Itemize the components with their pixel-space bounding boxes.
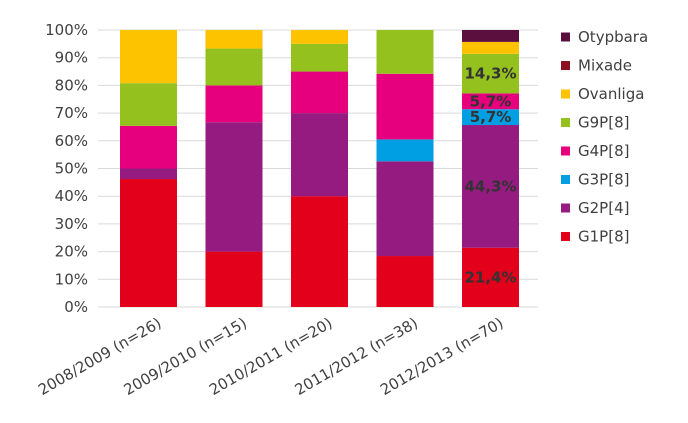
legend-swatch bbox=[561, 232, 570, 241]
y-tick-label: 60% bbox=[55, 132, 88, 150]
bar-segment bbox=[462, 30, 519, 42]
legend-label: Mixade bbox=[578, 57, 632, 75]
legend-swatch bbox=[561, 146, 570, 156]
y-tick-label: 40% bbox=[55, 187, 88, 205]
bar-segment bbox=[291, 113, 348, 197]
bar-segment bbox=[462, 53, 519, 94]
legend-swatch bbox=[561, 61, 570, 70]
legend: Otypbara Mixade Ovanliga G9P[8] G4P[8] G3P[8]… bbox=[561, 28, 648, 246]
bar-segment bbox=[291, 43, 348, 72]
legend-swatch bbox=[561, 89, 570, 99]
x-axis: 2008/2009 (n=26)2009/2010 (n=15)2010/201… bbox=[35, 314, 506, 399]
bar-segment bbox=[462, 247, 519, 307]
bar-segment bbox=[376, 30, 434, 74]
y-tick-label: 70% bbox=[55, 104, 88, 122]
data-labels: 21,4% 44,3% 5,7%5,7% 14,3% bbox=[464, 65, 516, 287]
data-label: 44,3% bbox=[464, 177, 516, 195]
bar-segment bbox=[291, 196, 348, 307]
bar-segment bbox=[120, 83, 177, 126]
bar-segment bbox=[205, 85, 263, 123]
legend-swatch bbox=[561, 118, 570, 127]
bar-segment bbox=[462, 125, 519, 248]
bar-segment bbox=[120, 179, 177, 307]
bar-segment bbox=[462, 93, 519, 110]
bar-segment bbox=[462, 41, 519, 54]
bar-segment bbox=[376, 73, 434, 140]
legend-swatch bbox=[561, 175, 570, 184]
y-tick-label: 0% bbox=[64, 298, 88, 316]
y-tick-label: 80% bbox=[55, 76, 88, 94]
bars bbox=[120, 30, 519, 307]
legend-label: G3P[8] bbox=[578, 171, 629, 189]
bar-segment bbox=[120, 168, 177, 180]
legend-label: G9P[8] bbox=[578, 114, 629, 132]
y-tick-label: 100% bbox=[45, 21, 88, 39]
bar-segment bbox=[462, 109, 519, 126]
bar-segment bbox=[205, 30, 263, 49]
data-label: 5,7% bbox=[470, 92, 512, 110]
legend-label: Ovanliga bbox=[578, 85, 644, 103]
data-label: 5,7% bbox=[470, 108, 512, 126]
bar-segment bbox=[291, 71, 348, 114]
legend-swatch bbox=[561, 32, 570, 42]
y-tick-label: 30% bbox=[55, 215, 88, 233]
bar-segment bbox=[205, 48, 263, 86]
legend-label: Otypbara bbox=[578, 28, 648, 46]
bar-segment bbox=[205, 122, 263, 252]
legend-label: G1P[8] bbox=[578, 228, 629, 246]
bar-segment bbox=[376, 256, 434, 307]
y-tick-label: 20% bbox=[55, 243, 88, 261]
bar-segment bbox=[376, 161, 434, 257]
data-label: 14,3% bbox=[464, 65, 516, 83]
data-label: 21,4% bbox=[464, 268, 516, 286]
y-tick-label: 10% bbox=[55, 270, 88, 288]
bar-segment bbox=[205, 251, 263, 307]
y-axis: 0% 10% 20% 30% 40% 50% 60% 70% 80% 90% 100% bbox=[45, 21, 88, 316]
bar-segment bbox=[291, 30, 348, 44]
legend-label: G2P[4] bbox=[578, 199, 629, 217]
bar-segment bbox=[376, 139, 434, 162]
legend-swatch bbox=[561, 203, 570, 213]
bar-segment bbox=[120, 30, 177, 84]
y-tick-label: 90% bbox=[55, 49, 88, 67]
y-tick-label: 50% bbox=[55, 160, 88, 178]
bar-segment bbox=[120, 125, 177, 169]
legend-label: G4P[8] bbox=[578, 142, 629, 160]
